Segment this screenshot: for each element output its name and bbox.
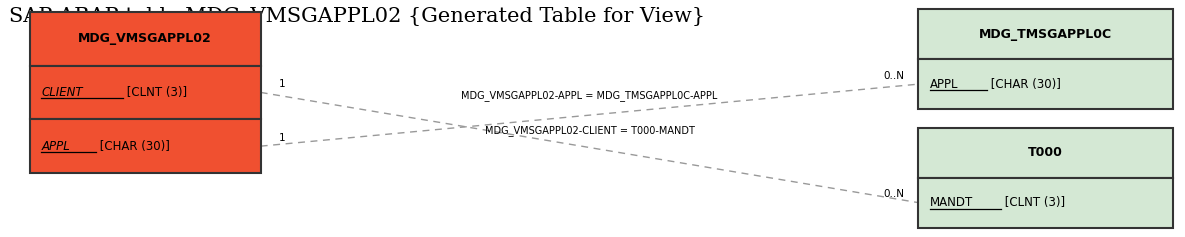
Text: APPL: APPL <box>41 140 70 153</box>
Bar <box>30 119 261 173</box>
Bar <box>30 12 261 66</box>
Text: CLIENT: CLIENT <box>41 86 83 99</box>
Bar <box>918 9 1173 59</box>
Text: APPL: APPL <box>930 78 959 91</box>
Text: MDG_TMSGAPPL0C: MDG_TMSGAPPL0C <box>979 28 1113 41</box>
Text: [CHAR (30)]: [CHAR (30)] <box>987 78 1061 91</box>
Text: MDG_VMSGAPPL02-APPL = MDG_TMSGAPPL0C-APPL: MDG_VMSGAPPL02-APPL = MDG_TMSGAPPL0C-APP… <box>461 90 718 101</box>
Text: MANDT: MANDT <box>930 196 973 209</box>
Bar <box>918 178 1173 228</box>
Text: [CHAR (30)]: [CHAR (30)] <box>96 140 169 153</box>
Text: 1: 1 <box>278 79 286 89</box>
Text: 0..N: 0..N <box>883 189 904 199</box>
Text: MDG_VMSGAPPL02: MDG_VMSGAPPL02 <box>78 32 212 45</box>
Bar <box>918 128 1173 178</box>
Text: T000: T000 <box>1029 146 1063 159</box>
Text: 0..N: 0..N <box>883 71 904 81</box>
Bar <box>918 59 1173 109</box>
Bar <box>30 66 261 119</box>
Text: [CLNT (3)]: [CLNT (3)] <box>1001 196 1065 209</box>
Text: [CLNT (3)]: [CLNT (3)] <box>123 86 187 99</box>
Text: 1: 1 <box>278 132 286 143</box>
Text: MDG_VMSGAPPL02-CLIENT = T000-MANDT: MDG_VMSGAPPL02-CLIENT = T000-MANDT <box>485 125 694 136</box>
Text: SAP ABAP table MDG_VMSGAPPL02 {Generated Table for View}: SAP ABAP table MDG_VMSGAPPL02 {Generated… <box>9 7 705 27</box>
